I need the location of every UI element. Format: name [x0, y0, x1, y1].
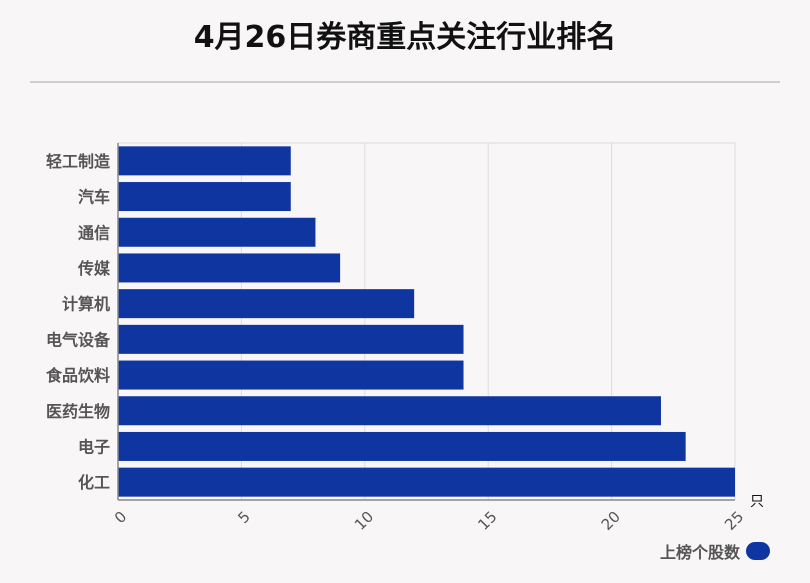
legend[interactable]: 上榜个股数 [660, 539, 770, 563]
x-tick-label-5: 25 [721, 508, 747, 534]
unit-label: 只 [750, 494, 764, 510]
title-divider [30, 81, 780, 83]
bar-2 [118, 217, 316, 247]
category-label-4: 计算机 [62, 295, 110, 314]
category-label-3: 传媒 [77, 259, 111, 278]
bar-1 [118, 182, 291, 212]
x-tick-label-3: 15 [474, 508, 500, 534]
bar-7 [118, 396, 661, 426]
chart-title: 4月26日券商重点关注行业排名 [193, 20, 617, 55]
bar-0 [118, 146, 291, 176]
category-label-7: 医药生物 [46, 402, 110, 421]
legend-label: 上榜个股数 [659, 543, 740, 562]
category-label-1: 汽车 [78, 188, 110, 207]
category-label-2: 通信 [78, 223, 110, 242]
bar-9 [118, 467, 735, 497]
bar-8 [118, 431, 686, 461]
category-label-5: 电气设备 [46, 330, 111, 349]
category-label-8: 电子 [78, 437, 110, 456]
bar-5 [118, 324, 464, 354]
category-label-6: 食品饮料 [45, 366, 110, 385]
x-tick-label-0: 0 [111, 508, 130, 527]
x-tick-label-1: 5 [234, 508, 253, 527]
bar-6 [118, 360, 464, 390]
bar-3 [118, 253, 341, 283]
x-tick-label-2: 10 [351, 508, 377, 534]
bar-4 [118, 289, 415, 319]
x-tick-label-4: 20 [598, 508, 624, 534]
category-label-0: 轻工制造 [46, 152, 111, 171]
category-label-9: 化工 [78, 473, 110, 492]
legend-swatch [746, 542, 770, 560]
